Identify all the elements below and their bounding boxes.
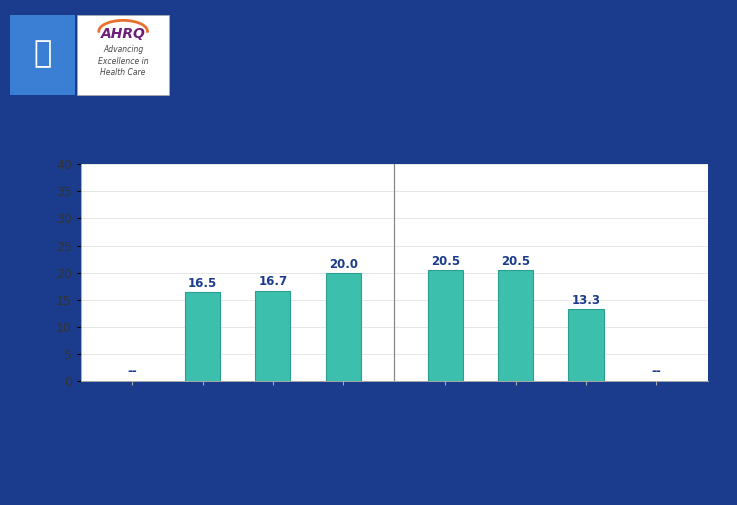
Text: -- Indicates too few cases to report.: -- Indicates too few cases to report. — [41, 462, 214, 472]
Text: Source: Weighted national estimates from a readmissions analysis file derived fr: Source: Weighted national estimates from… — [41, 427, 698, 448]
Y-axis label: Percent readmitted: Percent readmitted — [35, 189, 51, 357]
Bar — [255, 290, 290, 381]
Text: by age and insurance status, U.S. hospitals, 2010: by age and insurance status, U.S. hospit… — [198, 69, 699, 87]
Text: 13.3: 13.3 — [572, 294, 601, 307]
Text: 20.5: 20.5 — [501, 255, 531, 268]
Bar — [498, 270, 534, 381]
Text: Excellence in: Excellence in — [98, 57, 148, 66]
Text: Advancing: Advancing — [103, 45, 143, 54]
Bar — [326, 273, 360, 381]
Text: 16.5: 16.5 — [188, 277, 217, 289]
Text: --: -- — [652, 365, 661, 378]
Bar — [185, 292, 220, 381]
Text: heart valve procedures: heart valve procedures — [332, 45, 566, 63]
Text: Expected payer: Expected payer — [481, 424, 621, 439]
Text: Health Care: Health Care — [100, 68, 146, 77]
Text: 20.0: 20.0 — [329, 258, 357, 271]
Text: 16.7: 16.7 — [258, 275, 287, 288]
Bar — [568, 309, 604, 381]
Text: Figure 3. All-cause 30-day readmission rates for: Figure 3. All-cause 30-day readmission r… — [206, 21, 692, 39]
FancyBboxPatch shape — [10, 15, 75, 95]
Text: AHRQ: AHRQ — [101, 27, 145, 41]
Text: 20.5: 20.5 — [431, 255, 460, 268]
FancyBboxPatch shape — [77, 15, 170, 95]
Text: 🦅: 🦅 — [34, 39, 52, 69]
Text: Age (in years): Age (in years) — [174, 424, 301, 439]
Text: --: -- — [128, 365, 137, 378]
Bar — [428, 270, 463, 381]
